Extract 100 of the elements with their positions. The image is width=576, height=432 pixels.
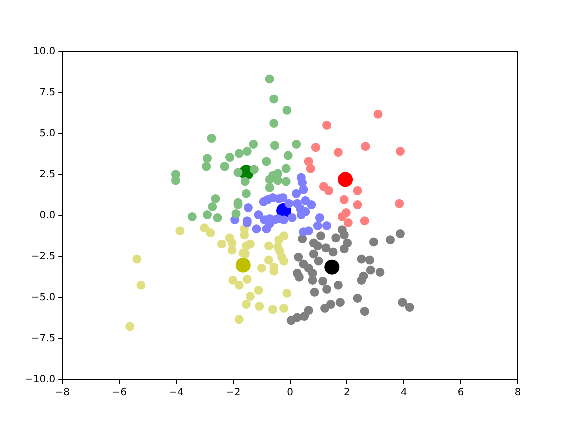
point	[280, 304, 289, 313]
point	[240, 177, 250, 186]
point	[270, 119, 279, 128]
point	[228, 276, 238, 285]
point	[322, 244, 331, 253]
point	[284, 199, 294, 208]
point	[322, 222, 332, 231]
point	[360, 307, 370, 316]
point	[313, 242, 322, 251]
point	[274, 176, 283, 186]
point	[340, 230, 349, 240]
point	[336, 298, 345, 308]
point	[232, 210, 241, 219]
point	[211, 194, 220, 204]
point	[228, 246, 237, 255]
point	[395, 199, 404, 208]
x-tick-label: −6	[112, 388, 127, 399]
point	[236, 258, 251, 273]
point	[203, 210, 212, 220]
point	[292, 189, 302, 198]
point	[366, 266, 376, 275]
point	[322, 284, 332, 294]
point	[320, 304, 330, 313]
point	[254, 286, 264, 295]
point	[311, 143, 320, 152]
point	[357, 254, 366, 264]
point	[286, 316, 296, 326]
point	[242, 274, 252, 284]
point	[268, 305, 278, 314]
point	[315, 213, 324, 222]
point	[136, 280, 146, 290]
point	[306, 164, 316, 174]
point	[203, 154, 212, 164]
point	[338, 172, 354, 188]
point	[252, 224, 262, 234]
y-tick-label: 10.0	[33, 46, 56, 58]
point	[234, 280, 244, 290]
point	[386, 236, 395, 245]
point	[270, 141, 280, 150]
point	[328, 248, 338, 257]
point	[405, 303, 414, 312]
point	[307, 200, 316, 210]
y-tick-label: −2.5	[31, 252, 56, 263]
point	[242, 189, 251, 198]
point	[374, 110, 383, 119]
point	[396, 230, 405, 239]
y-tick-label: −10.0	[24, 374, 56, 386]
point	[366, 256, 375, 265]
point	[242, 147, 252, 156]
point	[376, 268, 385, 277]
point	[361, 142, 370, 152]
point	[234, 168, 243, 178]
point	[213, 213, 222, 222]
x-tick-label: 6	[458, 388, 464, 399]
x-tick-label: 2	[344, 388, 350, 399]
x-tick-label: −8	[55, 388, 70, 399]
point	[357, 276, 366, 285]
point	[340, 195, 349, 204]
x-tick-label: 8	[514, 388, 522, 399]
y-tick-label: 5.0	[40, 128, 56, 140]
point	[282, 164, 291, 174]
point	[234, 149, 244, 158]
x-tick-label: 0	[287, 388, 294, 399]
x-tick-label: 4	[400, 388, 408, 399]
point	[316, 232, 326, 241]
y-tick-label: 2.5	[40, 170, 56, 181]
point	[284, 151, 293, 160]
point	[262, 157, 272, 166]
point	[264, 242, 274, 251]
point	[338, 212, 347, 222]
point	[334, 148, 343, 158]
point	[318, 276, 328, 286]
point	[207, 134, 216, 144]
point	[282, 177, 291, 186]
point	[324, 260, 340, 275]
point	[270, 94, 279, 104]
point	[244, 203, 253, 212]
point	[396, 147, 405, 156]
point	[313, 222, 322, 231]
x-tick-label: −2	[226, 388, 241, 399]
point	[292, 140, 302, 149]
point	[282, 288, 292, 298]
point	[369, 238, 378, 247]
point	[294, 252, 304, 262]
point	[234, 315, 244, 324]
point	[265, 183, 274, 192]
point	[250, 165, 259, 174]
point	[280, 256, 289, 266]
point	[324, 186, 334, 196]
point	[314, 256, 324, 266]
point	[282, 106, 292, 115]
point	[299, 185, 308, 194]
y-tick-label: 7.5	[40, 88, 56, 99]
point	[132, 254, 142, 264]
point	[309, 250, 318, 259]
point	[292, 199, 302, 208]
point	[249, 140, 258, 149]
point	[280, 232, 289, 241]
y-tick-label: −5.0	[31, 292, 56, 304]
point	[254, 210, 264, 220]
